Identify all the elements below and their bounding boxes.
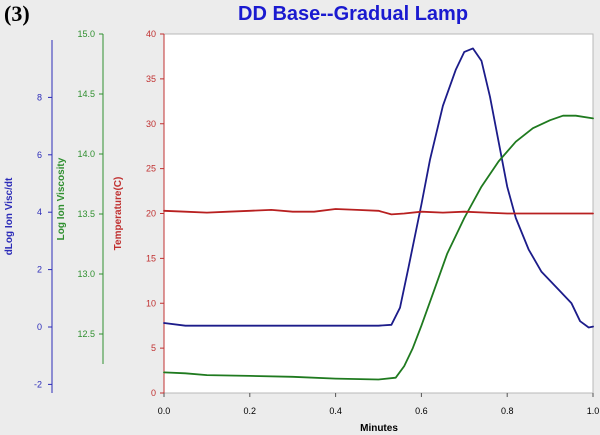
y-tick-label-logvisc: 12.5 (77, 329, 95, 339)
y-axis-title-dlog: dLog Ion Visc/dt (4, 177, 15, 255)
y-tick-label-dlog: 6 (37, 150, 42, 160)
y-tick-label-logvisc: 15.0 (77, 29, 95, 39)
y-tick-label-logvisc: 14.5 (77, 89, 95, 99)
x-tick-label: 1.0 (587, 406, 600, 416)
series-line-red (163, 208, 594, 216)
y-tick-label-temp: 20 (146, 209, 156, 219)
x-tick-label: 0.6 (415, 406, 428, 416)
x-tick-label: 0.8 (501, 406, 514, 416)
y-tick-label-dlog: 4 (37, 207, 42, 217)
y-tick-label-temp: 10 (146, 298, 156, 308)
y-axis-title-logvisc: Log Ion Viscosity (56, 157, 67, 240)
y-tick-label-temp: 40 (146, 29, 156, 39)
x-tick-label: 0.2 (244, 406, 257, 416)
y-tick-label-logvisc: 13.5 (77, 209, 95, 219)
y-tick-label-temp: 5 (151, 343, 156, 353)
x-axis-title: Minutes (360, 423, 398, 434)
series-line-green (163, 114, 594, 381)
x-tick-label: 0.0 (158, 406, 171, 416)
y-tick-label-dlog: 2 (37, 265, 42, 275)
y-tick-label-logvisc: 14.0 (77, 149, 95, 159)
y-tick-label-dlog: 8 (37, 92, 42, 102)
series-line-blue (163, 47, 594, 329)
y-axis-title-temp: Temperature(C) (113, 177, 124, 251)
chart-title: DD Base--Gradual Lamp (238, 3, 469, 25)
y-tick-label-dlog: 0 (37, 322, 42, 332)
y-tick-label-temp: 25 (146, 164, 156, 174)
y-tick-label-temp: 35 (146, 74, 156, 84)
y-tick-label-temp: 30 (146, 119, 156, 129)
y-tick-label-temp: 15 (146, 253, 156, 263)
y-tick-label-logvisc: 13.0 (77, 269, 95, 279)
y-tick-label-temp: 0 (151, 388, 156, 398)
panel-label: (3) (4, 1, 30, 26)
y-tick-label-dlog: -2 (34, 379, 42, 389)
x-tick-label: 0.4 (329, 406, 342, 416)
